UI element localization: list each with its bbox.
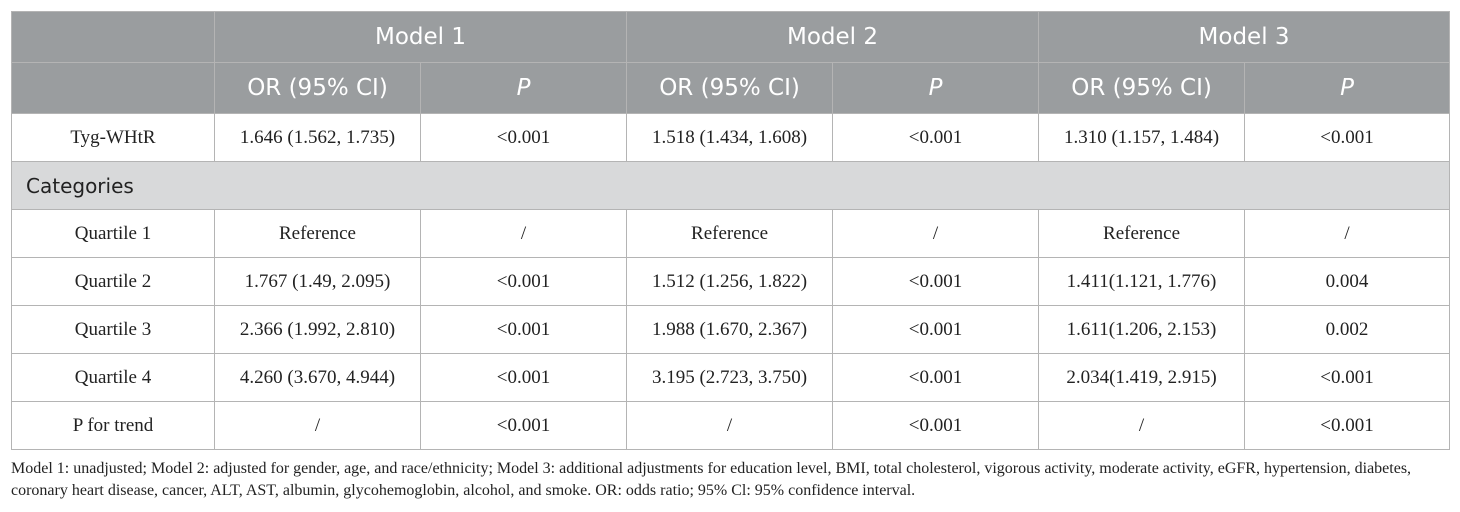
cell-m3-p: <0.001	[1244, 113, 1451, 162]
cell-m1-p: <0.001	[419, 113, 628, 162]
cell-m3-or: 2.034(1.419, 2.915)	[1038, 353, 1246, 402]
header-model-3: Model 3	[1038, 11, 1451, 63]
row-label: Quartile 2	[11, 257, 215, 306]
cell-m3-p: /	[1244, 209, 1451, 258]
cell-m2-or: /	[626, 401, 834, 450]
table-row: Quartile 3 2.366 (1.992, 2.810) <0.001 1…	[11, 305, 1451, 354]
row-label: Quartile 3	[11, 305, 215, 354]
cell-m1-p: <0.001	[419, 401, 628, 450]
row-label: Quartile 4	[11, 353, 215, 402]
cell-m2-p: <0.001	[832, 113, 1040, 162]
header-or: OR (95% CI)	[1038, 62, 1246, 114]
cell-m1-or: /	[214, 401, 421, 450]
header-corner	[11, 11, 215, 63]
cell-m3-p: <0.001	[1244, 401, 1451, 450]
cell-m1-or: 4.260 (3.670, 4.944)	[214, 353, 421, 402]
cell-m1-or: 1.646 (1.562, 1.735)	[214, 113, 421, 162]
cell-m2-p: <0.001	[832, 353, 1040, 402]
cell-m2-p: <0.001	[832, 401, 1040, 450]
cell-m3-or: 1.411(1.121, 1.776)	[1038, 257, 1246, 306]
cell-m2-or: 1.512 (1.256, 1.822)	[626, 257, 834, 306]
table-row: Quartile 4 4.260 (3.670, 4.944) <0.001 3…	[11, 353, 1451, 402]
cell-m1-or: 2.366 (1.992, 2.810)	[214, 305, 421, 354]
header-model-1: Model 1	[213, 11, 628, 63]
cell-m3-or: /	[1038, 401, 1246, 450]
header-p: P	[1244, 62, 1451, 114]
header-corner-2	[11, 62, 215, 114]
header-row-models: Model 1 Model 2 Model 3	[11, 11, 1451, 63]
cell-m2-p: <0.001	[832, 305, 1040, 354]
row-label: Tyg-WHtR	[11, 113, 215, 162]
header-or: OR (95% CI)	[626, 62, 834, 114]
cell-m2-or: Reference	[626, 209, 834, 258]
odds-ratio-table: Model 1 Model 2 Model 3 OR (95% CI) P OR…	[10, 11, 1451, 450]
categories-label: Categories	[10, 161, 1451, 210]
header-row-metrics: OR (95% CI) P OR (95% CI) P OR (95% CI) …	[11, 62, 1451, 114]
table-row: Quartile 1 Reference / Reference / Refer…	[11, 209, 1451, 258]
results-table-container: Model 1 Model 2 Model 3 OR (95% CI) P OR…	[10, 11, 1451, 450]
cell-m3-or: 1.611(1.206, 2.153)	[1038, 305, 1246, 354]
cell-m2-or: 1.988 (1.670, 2.367)	[626, 305, 834, 354]
cell-m3-p: <0.001	[1244, 353, 1451, 402]
table-row: Tyg-WHtR 1.646 (1.562, 1.735) <0.001 1.5…	[11, 113, 1451, 162]
cell-m1-p: <0.001	[419, 305, 628, 354]
cell-m3-p: 0.002	[1244, 305, 1451, 354]
cell-m3-or: Reference	[1038, 209, 1246, 258]
cell-m2-p: /	[832, 209, 1040, 258]
cell-m1-or: Reference	[214, 209, 421, 258]
table-row: P for trend / <0.001 / <0.001 / <0.001	[11, 401, 1451, 450]
header-model-2: Model 2	[626, 11, 1040, 63]
cell-m3-or: 1.310 (1.157, 1.484)	[1038, 113, 1246, 162]
cell-m1-p: /	[419, 209, 628, 258]
cell-m2-or: 3.195 (2.723, 3.750)	[626, 353, 834, 402]
header-or: OR (95% CI)	[214, 62, 421, 114]
header-p: P	[419, 62, 628, 114]
cell-m2-p: <0.001	[832, 257, 1040, 306]
table-footnote: Model 1: unadjusted; Model 2: adjusted f…	[11, 460, 1412, 499]
header-p: P	[832, 62, 1040, 114]
categories-row: Categories	[10, 161, 1451, 210]
row-label: Quartile 1	[11, 209, 215, 258]
cell-m1-p: <0.001	[419, 353, 628, 402]
cell-m1-or: 1.767 (1.49, 2.095)	[214, 257, 421, 306]
row-label: P for trend	[11, 401, 215, 450]
cell-m3-p: 0.004	[1244, 257, 1451, 306]
cell-m2-or: 1.518 (1.434, 1.608)	[626, 113, 834, 162]
table-row: Quartile 2 1.767 (1.49, 2.095) <0.001 1.…	[11, 257, 1451, 306]
cell-m1-p: <0.001	[419, 257, 628, 306]
